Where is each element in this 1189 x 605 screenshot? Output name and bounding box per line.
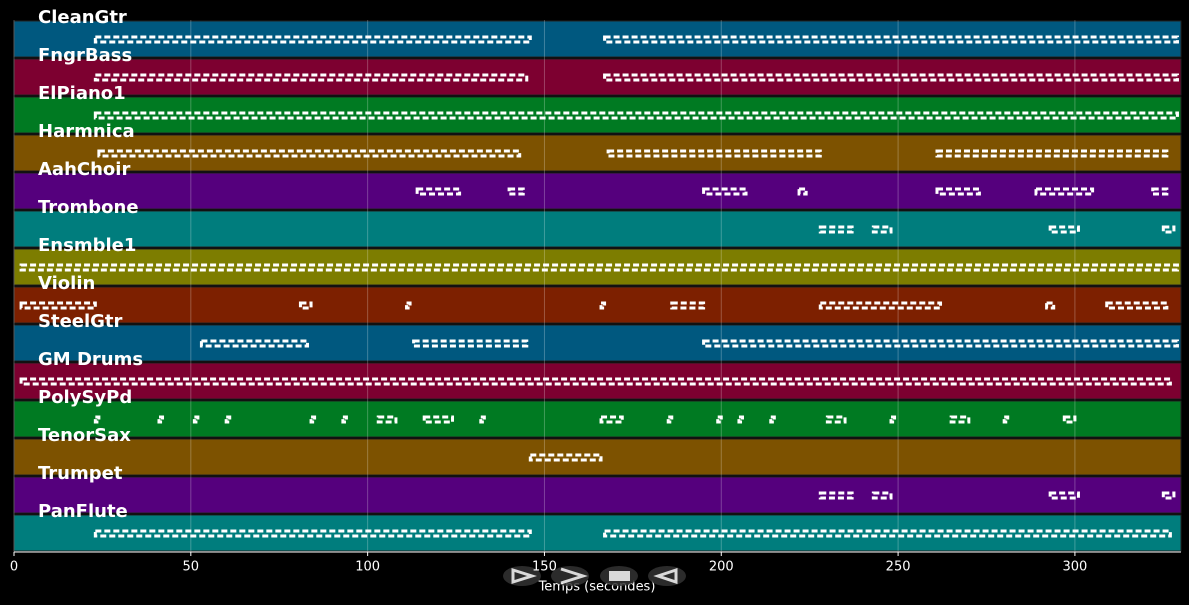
track-name: FngrBass: [38, 45, 132, 66]
track-name: Trumpet: [38, 463, 123, 484]
x-tick-label: 0: [10, 560, 18, 575]
note-span: [93, 35, 532, 44]
note-span: [889, 415, 897, 424]
note-span: [1161, 491, 1176, 500]
track-name: GM Drums: [38, 349, 143, 370]
track-name: TenorSax: [38, 425, 131, 446]
note-span: [19, 263, 1179, 272]
note-span: [19, 377, 1172, 386]
track-name: Harmnica: [38, 121, 135, 142]
grid: [13, 20, 1076, 552]
track-name: Ensmble1: [38, 235, 136, 256]
track-name: CleanGtr: [38, 7, 127, 28]
note-span: [341, 415, 348, 424]
note-span: [603, 35, 1179, 44]
x-tick-label: 100: [355, 560, 380, 575]
note-span: [157, 415, 165, 424]
note-span: [405, 301, 412, 310]
back-button[interactable]: [648, 566, 686, 586]
note-span: [949, 415, 971, 424]
note-span: [93, 73, 529, 82]
note-span: [716, 415, 723, 424]
note-span: [871, 225, 893, 234]
track-row: [13, 476, 1182, 514]
note-span: [599, 415, 624, 424]
note-span: [1161, 225, 1176, 234]
note-span: [603, 73, 1179, 82]
x-tick-label: 150: [532, 560, 557, 575]
x-tick-label: 250: [886, 560, 911, 575]
labels: CleanGtr FngrBass ElPiano1 Harmnica AahChoir…: [38, 7, 143, 522]
track-row: [13, 438, 1182, 476]
rows: [13, 20, 1182, 552]
note-span: [871, 491, 893, 500]
track-row: [13, 210, 1182, 248]
note-span: [1048, 225, 1080, 234]
note-span: [1034, 187, 1095, 196]
note-span: [737, 415, 744, 424]
note-span: [599, 301, 607, 310]
track-row: [13, 248, 1182, 286]
note-span: [702, 187, 748, 196]
note-span: [479, 415, 486, 424]
note-span: [1002, 415, 1010, 424]
note-span: [666, 415, 674, 424]
note-span: [1105, 301, 1169, 310]
transport: [503, 566, 686, 586]
track-row: [13, 400, 1182, 438]
note-span: [818, 301, 943, 310]
track-row: [13, 362, 1182, 400]
note-span: [224, 415, 232, 424]
track-name: PanFlute: [38, 501, 128, 522]
track-name: ElPiano1: [38, 83, 126, 104]
track-row: [13, 324, 1182, 362]
play-button[interactable]: [503, 566, 541, 586]
note-span: [192, 415, 200, 424]
note-span: [528, 453, 603, 462]
note-span: [298, 301, 313, 310]
track-row: [13, 134, 1182, 172]
note-span: [93, 415, 101, 424]
stop-button[interactable]: [600, 566, 638, 586]
track-name: Violin: [38, 273, 95, 294]
note-span: [702, 339, 1179, 348]
note-span: [1062, 415, 1077, 424]
note-span: [19, 301, 97, 310]
track-name: Trombone: [38, 197, 139, 218]
track-row: [13, 58, 1182, 96]
note-span: [97, 149, 522, 158]
note-span: [1045, 301, 1056, 310]
notes: [19, 35, 1179, 538]
forward-button[interactable]: [551, 566, 589, 586]
track-name: PolySyPd: [38, 387, 132, 408]
note-span: [603, 529, 1172, 538]
note-span: [93, 529, 532, 538]
note-span: [309, 415, 317, 424]
track-row: [13, 96, 1182, 134]
track-row: [13, 514, 1182, 552]
track-row: [13, 286, 1182, 324]
note-span: [412, 339, 529, 348]
note-span: [199, 339, 310, 348]
note-span: [769, 415, 776, 424]
note-span: [935, 187, 981, 196]
x-tick-label: 50: [183, 560, 200, 575]
track-name: AahChoir: [38, 159, 130, 180]
track-name: SteelGtr: [38, 311, 123, 332]
note-span: [1048, 491, 1080, 500]
note-span: [376, 415, 398, 424]
note-span: [422, 415, 455, 424]
track-row: [13, 20, 1182, 58]
note-span: [825, 415, 847, 424]
note-span: [93, 111, 1179, 120]
x-tick-label: 200: [709, 560, 734, 575]
x-tick-label: 300: [1062, 560, 1087, 575]
note-span: [797, 187, 808, 196]
track-row: [13, 172, 1182, 210]
note-span: [415, 187, 462, 196]
